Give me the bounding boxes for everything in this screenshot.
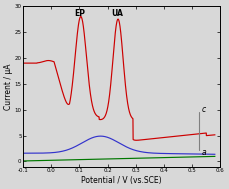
- Y-axis label: Current / μA: Current / μA: [4, 63, 13, 110]
- Text: c: c: [202, 105, 206, 114]
- Text: UA: UA: [112, 9, 123, 18]
- Text: a: a: [202, 148, 207, 157]
- Text: EP: EP: [74, 9, 85, 18]
- X-axis label: Potential / V (vs.SCE): Potential / V (vs.SCE): [81, 176, 162, 185]
